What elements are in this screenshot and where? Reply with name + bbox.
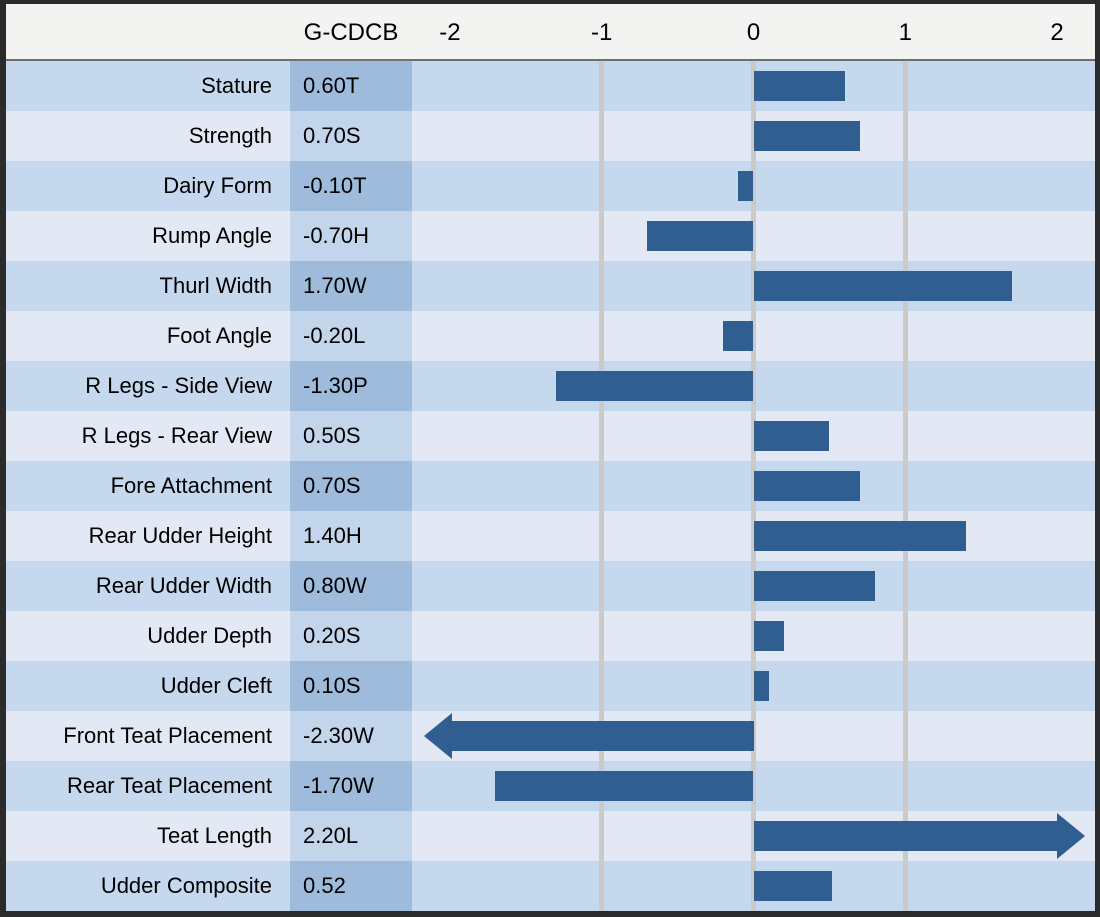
trait-value: 1.40H [290,511,412,561]
trait-value: 0.50S [290,411,412,461]
value-bar [738,171,754,201]
table-row: Fore Attachment 0.70S [6,461,1095,511]
trait-value: 0.60T [290,61,412,111]
value-bar [753,871,833,901]
value-bar [753,521,966,551]
gridline [599,61,605,911]
trait-label: Rear Udder Height [6,511,290,561]
table-row: R Legs - Side View -1.30P [6,361,1095,411]
trait-value: 0.80W [290,561,412,611]
trait-label: Udder Cleft [6,661,290,711]
trait-label: Teat Length [6,811,290,861]
trait-label: Stature [6,61,290,111]
bar-arrowhead-right [1057,813,1085,859]
value-bar [753,671,769,701]
trait-label: Rear Teat Placement [6,761,290,811]
table-row: Dairy Form -0.10T [6,161,1095,211]
x-axis-tick-label: 1 [898,19,912,46]
value-bar [753,71,845,101]
trait-value: 2.20L [290,811,412,861]
trait-value: 0.52 [290,861,412,911]
trait-value: -1.70W [290,761,412,811]
table-row: Rump Angle -0.70H [6,211,1095,261]
value-bar [753,821,1057,851]
value-bar [556,371,754,401]
value-bar [753,421,830,451]
x-axis-tick-label: -1 [591,19,613,46]
table-row: Front Teat Placement -2.30W [6,711,1095,761]
trait-label: Udder Composite [6,861,290,911]
rows-container: Stature 0.60T Strength 0.70S Dairy Form -0.10… [6,61,1095,911]
value-bar [753,621,784,651]
table-row: Thurl Width 1.70W [6,261,1095,311]
value-bar [452,721,754,751]
trait-value: -0.20L [290,311,412,361]
trait-value: 0.70S [290,111,412,161]
trait-label: Rear Udder Width [6,561,290,611]
table-row: Foot Angle -0.20L [6,311,1095,361]
trait-value: 0.20S [290,611,412,661]
table-row: Rear Teat Placement -1.70W [6,761,1095,811]
trait-value: -2.30W [290,711,412,761]
value-bar [753,571,875,601]
value-bar [753,471,860,501]
table-row: Rear Udder Width 0.80W [6,561,1095,611]
value-bar [495,771,754,801]
value-column-header: G-CDCB [303,19,399,46]
trait-label: Udder Depth [6,611,290,661]
trait-label: Dairy Form [6,161,290,211]
table-row: Udder Cleft 0.10S [6,661,1095,711]
value-bar [753,271,1012,301]
x-axis-tick-label: -2 [439,19,461,46]
trait-label: R Legs - Side View [6,361,290,411]
table-row: R Legs - Rear View 0.50S [6,411,1095,461]
gridline [902,61,908,911]
trait-label: Thurl Width [6,261,290,311]
value-bar [723,321,754,351]
x-axis-tick-label: 2 [1050,19,1064,46]
trait-value: -0.70H [290,211,412,261]
table-row: Teat Length 2.20L [6,811,1095,861]
bar-arrowhead-left [424,713,452,759]
table-row: Strength 0.70S [6,111,1095,161]
trait-label: Strength [6,111,290,161]
trait-label: R Legs - Rear View [6,411,290,461]
chart-header: G-CDCB -2 -1 0 1 2 [6,4,1095,61]
table-row: Stature 0.60T [6,61,1095,111]
trait-label: Rump Angle [6,211,290,261]
trait-label: Front Teat Placement [6,711,290,761]
trait-value: -1.30P [290,361,412,411]
trait-value: 0.70S [290,461,412,511]
table-row: Rear Udder Height 1.40H [6,511,1095,561]
value-bar [753,121,860,151]
value-bar [647,221,754,251]
trait-value: -0.10T [290,161,412,211]
trait-value: 0.10S [290,661,412,711]
table-row: Udder Composite 0.52 [6,861,1095,911]
trait-label: Foot Angle [6,311,290,361]
table-row: Udder Depth 0.20S [6,611,1095,661]
x-axis-tick-label: 0 [746,19,761,46]
trait-value: 1.70W [290,261,412,311]
x-axis: -2 -1 0 1 2 [412,4,1095,59]
trait-label: Fore Attachment [6,461,290,511]
